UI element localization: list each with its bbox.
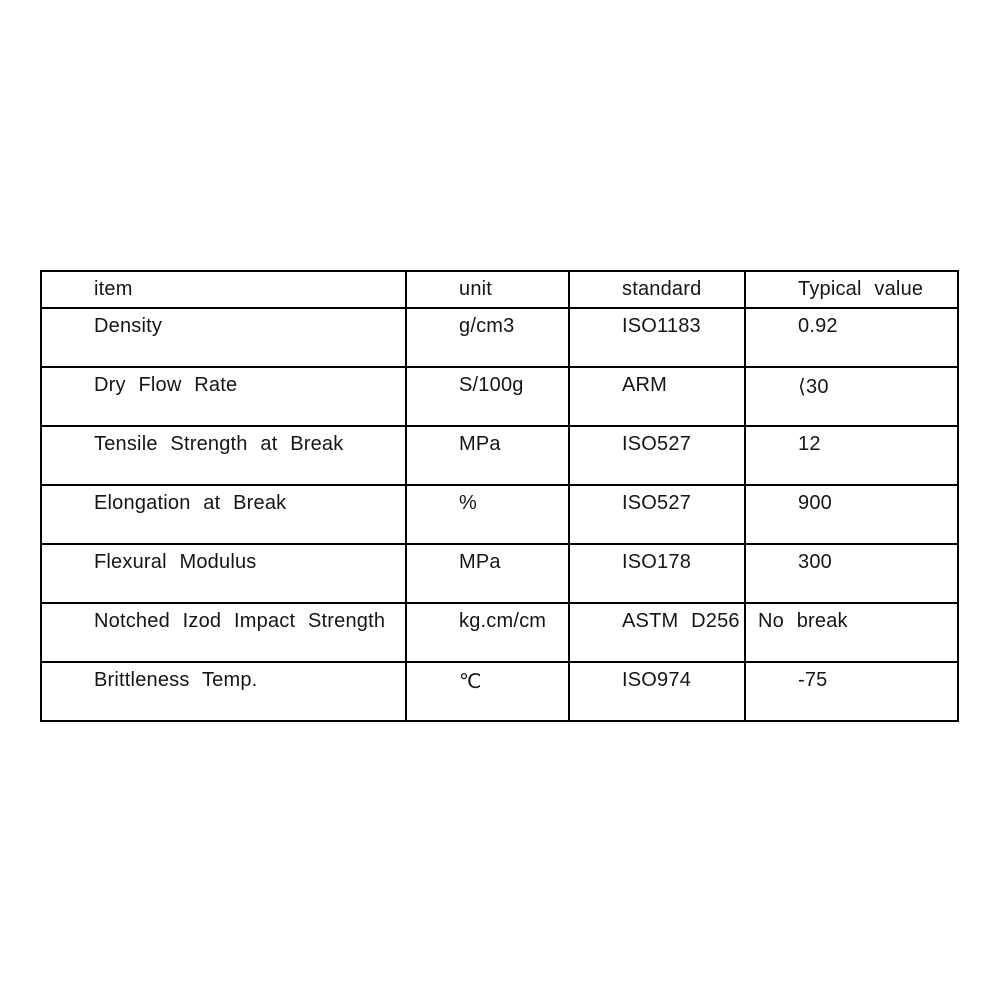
- cell-item: Density: [40, 307, 407, 368]
- cell-value: No break: [744, 602, 959, 663]
- cell-item: Elongation at Break: [40, 484, 407, 545]
- cell-standard: ISO527: [568, 425, 746, 486]
- column-header-unit: unit: [405, 270, 570, 309]
- cell-value: 300: [744, 543, 959, 604]
- cell-value: 0.92: [744, 307, 959, 368]
- cell-standard: ARM: [568, 366, 746, 427]
- column-header-typical-value: Typical value: [744, 270, 959, 309]
- cell-item: Tensile Strength at Break: [40, 425, 407, 486]
- cell-unit: kg.cm/cm: [405, 602, 570, 663]
- table-row: Dry Flow Rate S/100g ARM ⟨30: [40, 366, 959, 427]
- cell-value: 12: [744, 425, 959, 486]
- cell-standard: ASTM D256: [568, 602, 746, 663]
- column-header-standard: standard: [568, 270, 746, 309]
- cell-standard: ISO1183: [568, 307, 746, 368]
- cell-unit: S/100g: [405, 366, 570, 427]
- cell-item: Dry Flow Rate: [40, 366, 407, 427]
- cell-value: 900: [744, 484, 959, 545]
- table-row: Notched Izod Impact Strength kg.cm/cm AS…: [40, 602, 959, 663]
- table-row: Density g/cm3 ISO1183 0.92: [40, 307, 959, 368]
- cell-standard: ISO527: [568, 484, 746, 545]
- cell-unit: MPa: [405, 425, 570, 486]
- properties-table: item unit standard Typical value Density…: [40, 270, 959, 722]
- table-row: Tensile Strength at Break MPa ISO527 12: [40, 425, 959, 486]
- cell-item: Notched Izod Impact Strength: [40, 602, 407, 663]
- cell-unit: ℃: [405, 661, 570, 722]
- header-row: item unit standard Typical value: [40, 270, 959, 309]
- table-row: Elongation at Break % ISO527 900: [40, 484, 959, 545]
- cell-value: ⟨30: [744, 366, 959, 427]
- cell-item: Brittleness Temp.: [40, 661, 407, 722]
- cell-unit: %: [405, 484, 570, 545]
- cell-unit: g/cm3: [405, 307, 570, 368]
- column-header-item: item: [40, 270, 407, 309]
- table-row: Flexural Modulus MPa ISO178 300: [40, 543, 959, 604]
- cell-standard: ISO974: [568, 661, 746, 722]
- cell-unit: MPa: [405, 543, 570, 604]
- cell-value: -75: [744, 661, 959, 722]
- cell-standard: ISO178: [568, 543, 746, 604]
- cell-item: Flexural Modulus: [40, 543, 407, 604]
- table-row: Brittleness Temp. ℃ ISO974 -75: [40, 661, 959, 722]
